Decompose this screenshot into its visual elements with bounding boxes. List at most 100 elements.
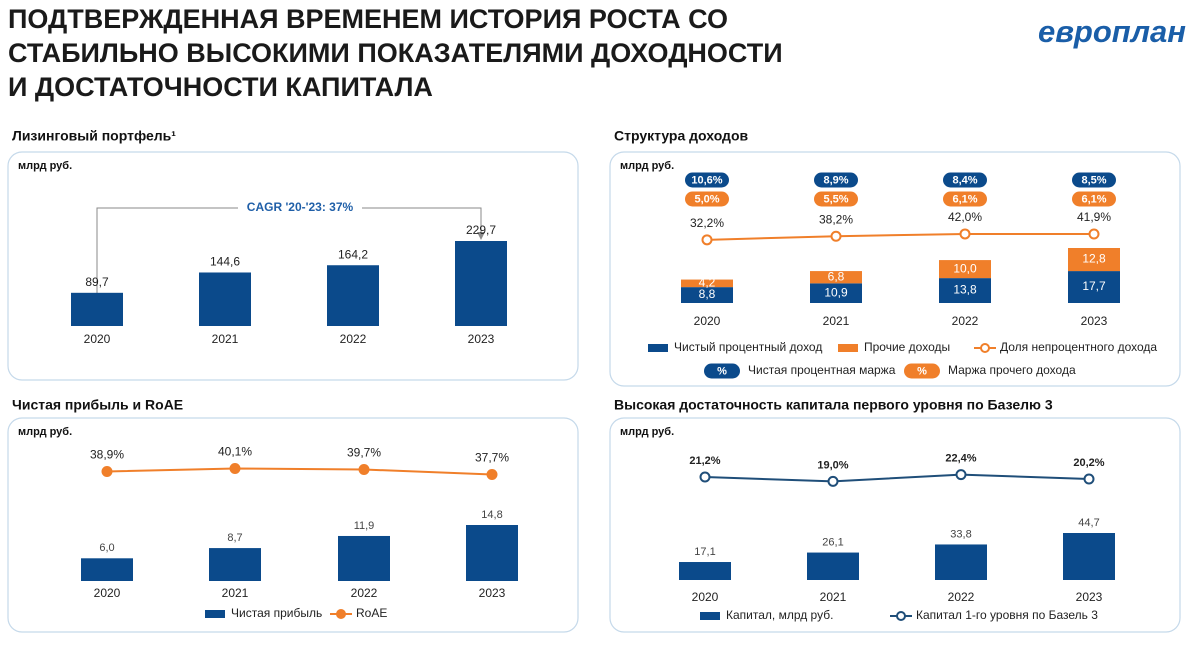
bar [455, 241, 507, 326]
unit-label: млрд руб. [620, 426, 674, 438]
bar [71, 292, 123, 326]
value-label: 8,7 [227, 532, 242, 544]
badge-label: 5,5% [823, 193, 848, 205]
bar [338, 535, 390, 581]
bar [681, 279, 733, 288]
value-label: 38,9% [90, 448, 124, 462]
line-marker [959, 228, 971, 240]
chart-title: Лизинговый портфель¹ [12, 128, 176, 144]
chart-title: Высокая достаточность капитала первого у… [614, 397, 1053, 413]
value-label: 8,8 [699, 287, 716, 301]
bar [810, 283, 862, 303]
unit-label: млрд руб. [18, 426, 72, 438]
cagr-bracket [96, 207, 482, 294]
legend-swatch [648, 344, 668, 352]
value-label: 164,2 [338, 247, 368, 261]
value-label: 20,2% [1073, 457, 1104, 469]
legend-swatch [205, 610, 225, 618]
x-tick-label: 2022 [948, 590, 975, 604]
badge [814, 191, 858, 207]
badge [1072, 172, 1116, 188]
bar [466, 525, 518, 581]
legend-label: Капитал 1-го уровня по Базель 3 [916, 608, 1098, 622]
chart-title: Структура доходов [614, 128, 748, 144]
bar [327, 265, 379, 326]
value-label: 10,0 [953, 261, 977, 275]
value-label: 11,9 [354, 520, 375, 532]
badge [685, 172, 729, 188]
panel [7, 417, 579, 633]
value-label: 12,8 [1082, 252, 1106, 266]
x-tick-label: 2022 [952, 314, 979, 328]
bar [807, 552, 859, 580]
line-marker [486, 469, 498, 480]
line [704, 473, 1090, 483]
x-tick-label: 2021 [823, 314, 850, 328]
x-tick-label: 2020 [692, 590, 719, 604]
line [106, 467, 493, 476]
x-tick-label: 2020 [694, 314, 721, 328]
legend-swatch [980, 343, 990, 353]
x-tick-label: 2020 [94, 586, 121, 600]
value-label: 19,0% [817, 459, 848, 471]
legend-swatch [896, 611, 906, 621]
legend-label: Прочие доходы [864, 340, 950, 354]
legend-label: Чистая процентная маржа [748, 363, 896, 377]
badge-label: 8,5% [1081, 174, 1106, 186]
legend-label: RoAE [356, 606, 387, 620]
bar [939, 260, 991, 279]
unit-label: млрд руб. [620, 160, 674, 172]
line-marker [827, 475, 839, 487]
badge [685, 191, 729, 207]
value-label: 33,8 [950, 528, 971, 540]
panel [609, 417, 1181, 633]
bar [1063, 533, 1115, 580]
line-marker [701, 234, 713, 246]
line-marker [955, 469, 967, 481]
x-tick-label: 2021 [820, 590, 847, 604]
line-marker [1088, 228, 1100, 240]
bar [935, 544, 987, 580]
cagr-bg [238, 200, 362, 216]
bar [1068, 271, 1120, 303]
logo: европлан [1038, 14, 1186, 49]
x-tick-label: 2023 [1081, 314, 1108, 328]
value-label: 40,1% [218, 445, 252, 459]
line [706, 232, 1095, 241]
legend-badge [704, 363, 740, 379]
x-tick-label: 2022 [351, 586, 378, 600]
legend-label: Чистая прибыль [231, 606, 322, 620]
bar [1068, 248, 1120, 272]
x-tick-label: 2021 [222, 586, 249, 600]
x-tick-label: 2020 [84, 332, 111, 346]
value-label: 39,7% [347, 446, 381, 460]
badge-label: 8,4% [952, 174, 977, 186]
badge [814, 172, 858, 188]
value-label: 229,7 [466, 223, 496, 237]
x-tick-label: 2023 [1076, 590, 1103, 604]
legend-label: Доля непроцентного дохода [1000, 340, 1157, 354]
bar [681, 287, 733, 303]
cagr-arrow [477, 232, 485, 240]
value-label: 6,0 [99, 542, 114, 554]
x-tick-label: 2023 [479, 586, 506, 600]
value-label: 44,7 [1078, 517, 1099, 529]
annotation: CAGR '20-'23: 37% [247, 200, 354, 214]
bar [81, 558, 133, 581]
line-marker [699, 471, 711, 483]
value-label: 21,2% [689, 455, 720, 467]
value-label: 4,2 [699, 276, 716, 290]
value-label: 6,8 [828, 269, 845, 283]
badge [943, 172, 987, 188]
unit-label: млрд руб. [18, 160, 72, 172]
value-label: 26,1 [822, 536, 843, 548]
legend-swatch [838, 344, 858, 352]
legend-badge-label: % [917, 365, 927, 377]
panel [609, 151, 1181, 387]
line-marker [358, 464, 370, 475]
bar [679, 562, 731, 580]
badge-label: 6,1% [952, 193, 977, 205]
badge [1072, 191, 1116, 207]
value-label: 10,9 [824, 285, 848, 299]
